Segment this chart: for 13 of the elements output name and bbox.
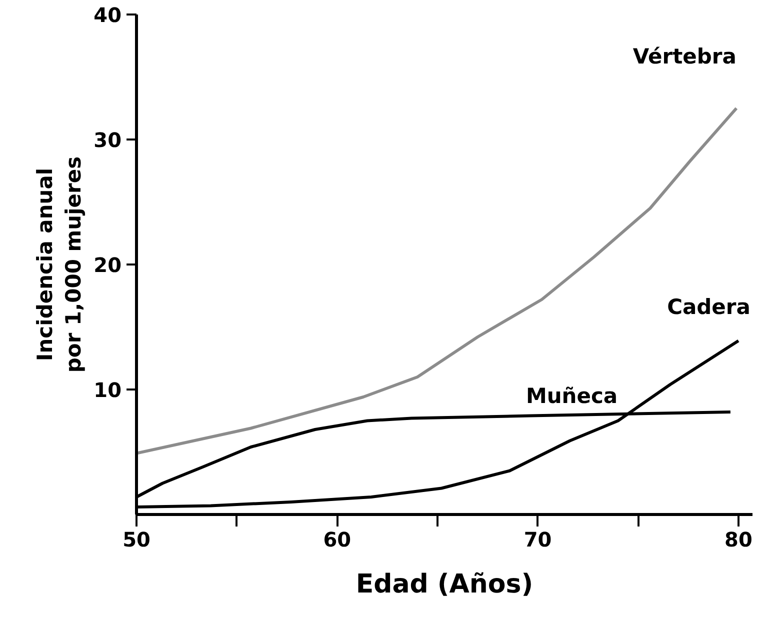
y-axis-title: Incidencia anual por 1,000 mujeres [32,156,86,373]
x-tick-label: 70 [524,528,552,552]
x-tick-label: 80 [724,528,752,552]
y-tick-label: 20 [94,253,122,277]
series-label: Cadera [667,294,750,319]
x-axis-title: Edad (Años) [356,570,534,600]
x-tick-label: 60 [323,528,352,552]
x-tick-label: 50 [122,528,150,552]
y-tick-label: 10 [94,378,122,402]
series-label: Vértebra [632,44,736,68]
series-label: Muñeca [526,384,618,408]
y-tick-label: 40 [94,3,122,27]
y-tick-label: 30 [94,128,122,152]
